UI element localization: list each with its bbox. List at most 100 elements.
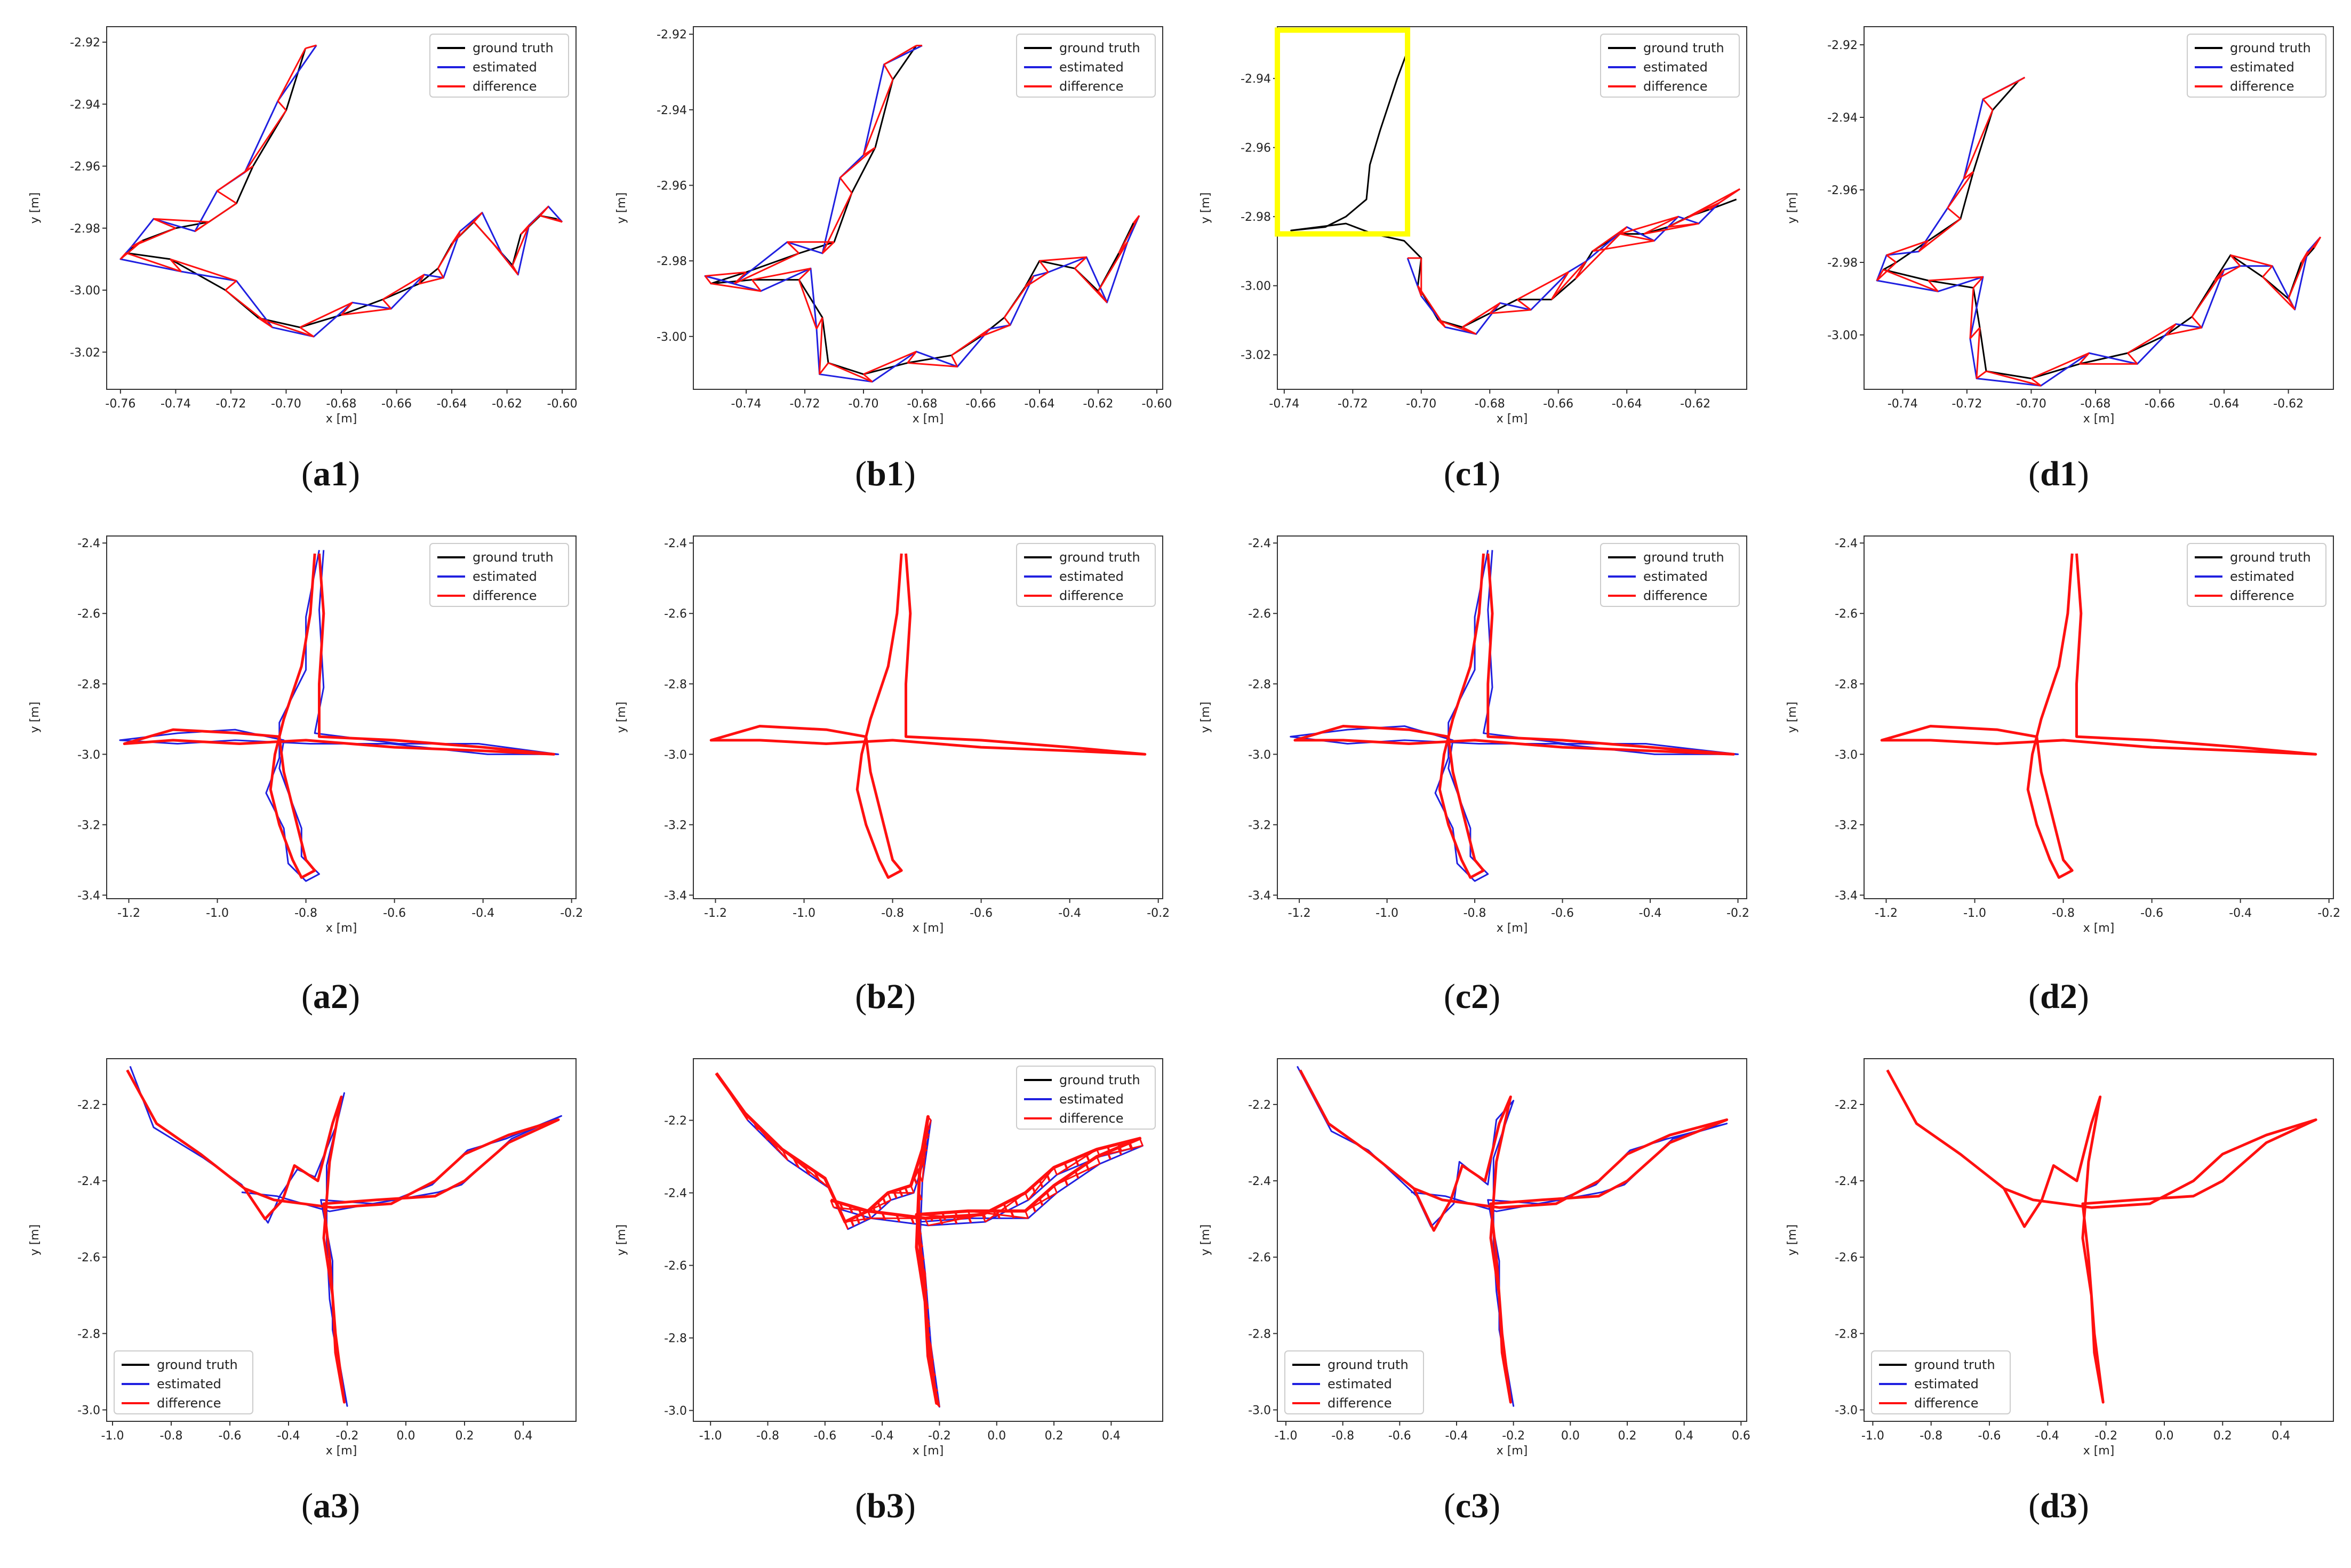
caption-paren-close: ) [348, 1486, 360, 1525]
difference-segment [244, 110, 287, 173]
legend: ground truth estimated difference [1016, 1066, 1156, 1130]
legend-label-ground-truth: ground truth [2230, 41, 2311, 55]
y-tick-label: -3.2 [1835, 819, 1858, 832]
panel-caption: (b1) [855, 454, 916, 493]
difference-segment [1986, 370, 2041, 387]
legend-box [429, 34, 569, 98]
legend-box [1016, 1066, 1156, 1130]
legend-label-difference: difference [1643, 588, 1707, 603]
y-tick-label: -2.92 [657, 28, 687, 42]
difference-segment [1516, 299, 1532, 311]
difference-segment [1516, 271, 1569, 300]
difference-segment [1947, 171, 1974, 209]
caption-letter: a [313, 1486, 331, 1525]
caption-letter: a [313, 977, 331, 1016]
x-tick-label: 0.2 [455, 1429, 474, 1443]
caption-paren-open: ( [301, 1486, 313, 1525]
legend-label-difference: difference [2230, 79, 2294, 94]
x-tick-label: -0.8 [1331, 1429, 1354, 1443]
x-tick-label: -0.4 [871, 1429, 894, 1443]
x-tick-label: -0.64 [1612, 397, 1642, 411]
legend-label-ground-truth: ground truth [1059, 1073, 1140, 1087]
x-tick-label: -0.8 [756, 1429, 779, 1443]
y-tick-label: -3.0 [77, 748, 100, 762]
y-tick-label: -2.6 [664, 1260, 687, 1273]
legend: ground truth estimated difference [1284, 1350, 1424, 1414]
x-axis-label: x [m] [913, 922, 944, 935]
panel-caption: (a3) [301, 1486, 360, 1525]
caption-number: 1 [2060, 454, 2077, 493]
x-tick-label: -0.70 [849, 397, 879, 411]
plot-area [1296, 1066, 1729, 1407]
difference-segment [1039, 256, 1087, 262]
y-tick-label: -3.00 [1827, 329, 1858, 342]
y-tick-label: -2.2 [1248, 1099, 1271, 1112]
y-tick-label: -2.4 [1835, 1175, 1858, 1188]
y-axis-label: y [m] [1199, 702, 1212, 733]
plot-area [704, 44, 1140, 383]
y-tick-label: -2.4 [1835, 537, 1858, 550]
legend-box [1016, 543, 1156, 607]
legend-label-ground-truth: ground truth [157, 1357, 238, 1372]
difference-line [709, 553, 1147, 879]
caption-number: 3 [1471, 1486, 1489, 1525]
x-axis-label: x [m] [2083, 1444, 2115, 1458]
chart-panel-b2: -1.2 -1.0 -0.8 -0.6 -0.4 -0.2 -2.4 -2.6 -2.8 -3.0… [615, 535, 1170, 1016]
y-tick-label: -3.00 [70, 284, 100, 298]
x-tick-label: -0.66 [1543, 397, 1573, 411]
x-tick-label: -0.70 [2016, 397, 2046, 411]
legend-label-difference: difference [1059, 1111, 1123, 1126]
caption-paren-open: ( [1444, 1486, 1456, 1525]
x-tick-label: -0.70 [271, 397, 301, 411]
legend-label-estimated: estimated [1059, 60, 1124, 75]
legend-label-difference: difference [1059, 79, 1123, 94]
difference-segment [2300, 236, 2322, 263]
difference-segment [340, 302, 353, 316]
caption-letter: c [1456, 454, 1471, 493]
x-tick-label: -0.60 [1142, 397, 1172, 411]
y-tick-label: -2.6 [77, 607, 100, 621]
y-axis-label: y [m] [1199, 1225, 1212, 1256]
y-tick-label: -2.4 [77, 537, 100, 550]
caption-letter: b [867, 1486, 886, 1525]
caption-number: 3 [2060, 1486, 2077, 1525]
y-tick-label: -2.94 [657, 104, 687, 117]
x-tick-label: -0.72 [1338, 397, 1368, 411]
difference-segment [225, 289, 273, 328]
difference-segment [2230, 254, 2273, 267]
difference-segment [153, 218, 176, 229]
legend-label-estimated: estimated [1059, 569, 1124, 584]
difference-line [715, 1072, 1142, 1405]
x-tick-label: -0.66 [2145, 397, 2175, 411]
caption-paren-close: ) [1489, 1486, 1500, 1525]
x-tick-label: -0.2 [1502, 1429, 1525, 1443]
legend-label-estimated: estimated [1328, 1377, 1392, 1391]
x-tick-label: -1.0 [101, 1429, 124, 1443]
difference-line [1299, 1069, 1729, 1404]
y-tick-label: -3.02 [1241, 349, 1271, 362]
difference-segment [170, 258, 237, 282]
caption-paren-close: ) [904, 977, 916, 1016]
difference-segment [1643, 215, 1679, 235]
difference-line [126, 1069, 560, 1404]
legend-label-difference: difference [473, 588, 537, 603]
difference-segment [733, 271, 747, 284]
x-axis-label: x [m] [1497, 412, 1528, 426]
x-tick-label: -0.74 [731, 397, 762, 411]
y-tick-label: -3.0 [77, 1404, 100, 1418]
x-tick-label: -0.4 [471, 907, 494, 920]
difference-segment [1574, 226, 1628, 279]
x-tick-label: 0.0 [2155, 1429, 2173, 1443]
legend-label-ground-truth: ground truth [1643, 550, 1724, 565]
x-tick-label: -0.72 [215, 397, 246, 411]
x-tick-label: 0.4 [514, 1429, 533, 1443]
x-tick-label: -0.62 [1680, 397, 1710, 411]
legend: ground truth estimated difference [429, 543, 569, 607]
legend-label-difference: difference [1643, 79, 1707, 94]
caption-number: 3 [886, 1486, 904, 1525]
legend-box [1600, 34, 1740, 98]
caption-paren-open: ( [1444, 454, 1456, 493]
difference-segment [1928, 280, 1939, 292]
difference-line [123, 553, 555, 879]
difference-segment [153, 218, 209, 223]
